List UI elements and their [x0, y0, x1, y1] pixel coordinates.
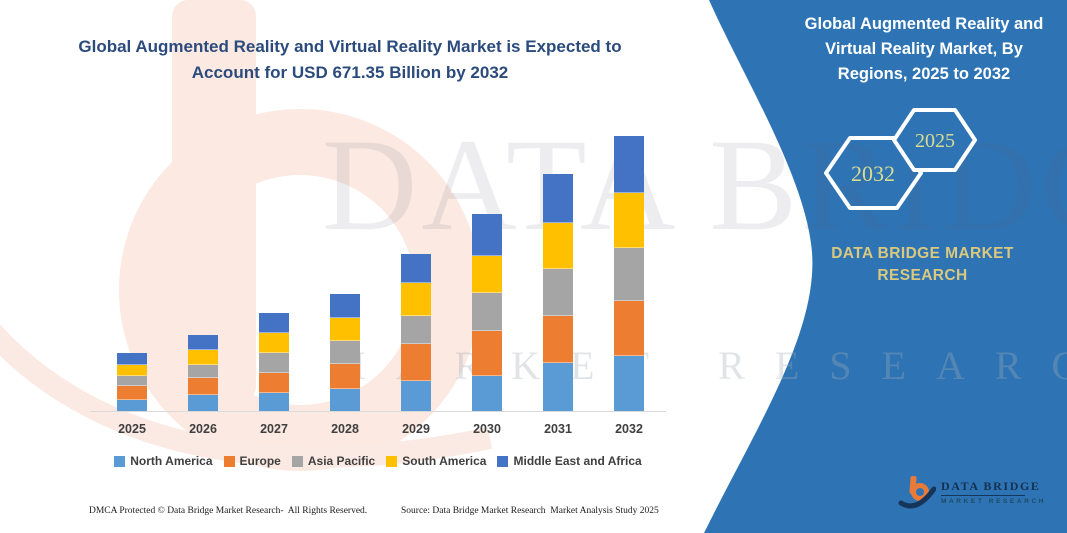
legend-swatch-middle-east-africa — [497, 455, 509, 467]
legend-item-north-america: North America — [114, 454, 213, 468]
logo-divider — [941, 495, 1025, 496]
company-logo: DATA BRIDGE MARKET RESEARCH — [898, 474, 1046, 510]
bar-segment-middle-east-and-africa — [472, 214, 502, 257]
bar-segment-south-america — [472, 256, 502, 293]
legend-item-middle-east-africa: Middle East and Africa — [497, 454, 642, 468]
bar-segment-europe — [401, 344, 431, 381]
bar-segment-middle-east-and-africa — [117, 353, 147, 365]
x-axis-label-2031: 2031 — [544, 422, 572, 436]
bar-segment-north-america — [330, 389, 360, 411]
bar-2029 — [401, 254, 431, 411]
dmca-notice: DMCA Protected © Data Bridge Market Rese… — [89, 506, 368, 516]
logo-name-text: DATA BRIDGE — [941, 479, 1041, 493]
legend-swatch-north-america — [114, 455, 126, 467]
bar-segment-asia-pacific — [401, 316, 431, 345]
x-axis-label-2028: 2028 — [331, 422, 359, 436]
bar-segment-asia-pacific — [117, 376, 147, 387]
bar-segment-middle-east-and-africa — [401, 254, 431, 283]
legend-item-europe: Europe — [223, 454, 281, 468]
bar-segment-middle-east-and-africa — [188, 335, 218, 351]
bar-segment-europe — [188, 378, 218, 395]
hexagon-2025-label: 2025 — [915, 130, 955, 152]
legend-label: Middle East and Africa — [513, 454, 642, 468]
bar-segment-asia-pacific — [188, 365, 218, 379]
side-panel-title: Global Augmented Reality and Virtual Rea… — [804, 15, 1044, 83]
bar-segment-middle-east-and-africa — [330, 294, 360, 318]
brand-name: DATA BRIDGE MARKET RESEARCH — [795, 243, 1050, 287]
legend-swatch-asia-pacific — [291, 455, 303, 467]
x-axis-label-2026: 2026 — [189, 422, 217, 436]
legend-label: South America — [402, 454, 487, 468]
bar-segment-north-america — [188, 395, 218, 411]
legend-swatch-south-america — [386, 455, 398, 467]
year-hexagons: 2032 2025 — [824, 108, 977, 210]
brand-line-2: RESEARCH — [877, 267, 968, 284]
plot-area — [90, 132, 666, 412]
bar-2028 — [330, 294, 360, 411]
bar-segment-europe — [614, 301, 644, 356]
legend-label: Europe — [239, 454, 281, 468]
bar-segment-south-america — [401, 282, 431, 317]
hexagon-2032-label: 2032 — [851, 161, 895, 186]
bar-segment-europe — [543, 316, 573, 363]
legend-item-south-america: South America — [386, 454, 486, 468]
bar-segment-north-america — [614, 356, 644, 411]
bar-segment-south-america — [614, 192, 644, 248]
hexagon-2025 — [892, 108, 977, 172]
x-axis-label-2032: 2032 — [615, 422, 643, 436]
bar-2025 — [117, 353, 147, 411]
legend-swatch-europe — [223, 455, 235, 467]
bar-2027 — [259, 313, 289, 411]
bar-2032 — [614, 136, 644, 411]
brand-line-1: DATA BRIDGE MARKET — [831, 245, 1014, 262]
x-axis-line — [90, 411, 666, 412]
logo-b-icon — [898, 475, 936, 509]
bar-segment-south-america — [117, 364, 147, 377]
bar-segment-south-america — [259, 333, 289, 354]
bar-segment-north-america — [401, 381, 431, 411]
bar-segment-middle-east-and-africa — [543, 174, 573, 223]
bar-2026 — [188, 335, 218, 411]
hexagon-2032 — [824, 136, 923, 210]
bar-segment-north-america — [543, 362, 573, 411]
bar-segment-north-america — [472, 376, 502, 411]
bar-segment-middle-east-and-africa — [614, 136, 644, 193]
bar-segment-asia-pacific — [330, 341, 360, 365]
bar-segment-europe — [472, 331, 502, 376]
x-axis-label-2027: 2027 — [260, 422, 288, 436]
x-axis-label-2025: 2025 — [118, 422, 146, 436]
bar-segment-south-america — [543, 222, 573, 270]
bar-segment-europe — [330, 364, 360, 390]
bar-segment-asia-pacific — [259, 353, 289, 374]
bar-segment-asia-pacific — [472, 292, 502, 331]
legend-label: Asia Pacific — [307, 454, 376, 468]
bar-segment-north-america — [117, 399, 147, 411]
bar-segment-south-america — [188, 350, 218, 366]
chart-legend: North America Europe Asia Pacific South … — [88, 454, 668, 468]
legend-item-asia-pacific: Asia Pacific — [291, 454, 376, 468]
bar-segment-europe — [259, 373, 289, 394]
logo-subtitle-text: MARKET RESEARCH — [941, 498, 1047, 505]
bar-segment-europe — [117, 386, 147, 400]
bar-segment-north-america — [259, 393, 289, 411]
bar-segment-asia-pacific — [543, 269, 573, 317]
bar-segment-south-america — [330, 317, 360, 342]
chart-title: Global Augmented Reality and Virtual Rea… — [78, 37, 622, 82]
bar-2031 — [543, 174, 573, 411]
x-axis-label-2030: 2030 — [473, 422, 501, 436]
bar-2030 — [472, 214, 502, 411]
x-axis-labels: 2025 2026 2027 2028 2029 2030 2031 2032 — [90, 422, 666, 440]
bar-segment-middle-east-and-africa — [259, 313, 289, 334]
legend-label: North America — [130, 454, 213, 468]
x-axis-label-2029: 2029 — [402, 422, 430, 436]
bar-segment-asia-pacific — [614, 247, 644, 301]
source-note: Source: Data Bridge Market Research Mark… — [401, 506, 659, 516]
